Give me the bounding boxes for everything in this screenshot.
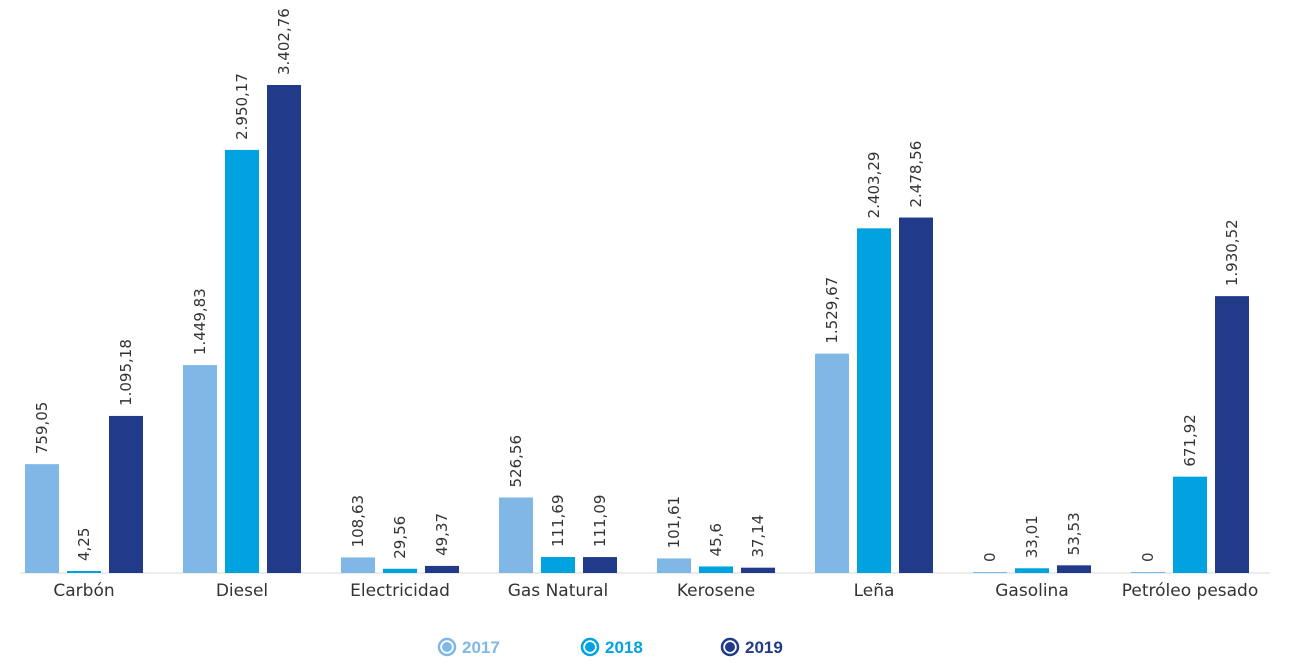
bar-2018-7 — [1173, 477, 1207, 573]
value-label-2019-1: 3.402,76 — [275, 8, 293, 75]
bar-2017-7 — [1131, 572, 1165, 573]
bar-2019-2 — [425, 566, 459, 573]
category-label-6: Gasolina — [995, 581, 1069, 601]
value-label-2019-2: 49,37 — [433, 513, 451, 556]
value-label-2017-1: 1.449,83 — [191, 288, 209, 355]
legend-marker-dot-2017 — [442, 642, 452, 652]
bar-2019-7 — [1215, 296, 1249, 573]
bar-2019-3 — [583, 557, 617, 573]
value-label-2017-6: 0 — [981, 552, 999, 562]
value-label-2017-4: 101,61 — [665, 496, 683, 549]
value-label-2018-4: 45,6 — [707, 523, 725, 556]
value-label-2019-0: 1.095,18 — [117, 339, 135, 406]
bar-2019-0 — [109, 416, 143, 573]
bar-2017-2 — [341, 557, 375, 573]
value-label-2017-0: 759,05 — [33, 402, 51, 455]
category-label-2: Electricidad — [350, 581, 450, 601]
value-label-2019-5: 2.478,56 — [907, 141, 925, 208]
bar-2018-1 — [225, 150, 259, 573]
bar-2018-4 — [699, 566, 733, 573]
legend-label-2018: 2018 — [605, 638, 643, 657]
bar-2019-1 — [267, 85, 301, 573]
bar-2018-5 — [857, 228, 891, 573]
category-label-7: Petróleo pesado — [1122, 581, 1259, 601]
value-label-2018-6: 33,01 — [1023, 515, 1041, 558]
bar-2019-6 — [1057, 565, 1091, 573]
bar-2019-5 — [899, 218, 933, 573]
value-label-2019-7: 1.930,52 — [1223, 219, 1241, 286]
value-label-2019-4: 37,14 — [749, 515, 767, 558]
value-label-2017-5: 1.529,67 — [823, 277, 841, 344]
value-label-2019-6: 53,53 — [1065, 512, 1083, 555]
value-label-2018-7: 671,92 — [1181, 414, 1199, 467]
value-label-2018-0: 4,25 — [75, 528, 93, 561]
bar-2017-1 — [183, 365, 217, 573]
bar-2017-3 — [499, 497, 533, 573]
bar-2018-2 — [383, 569, 417, 573]
bar-2017-4 — [657, 558, 691, 573]
legend-marker-dot-2018 — [585, 642, 595, 652]
bar-2017-0 — [25, 464, 59, 573]
bar-2017-5 — [815, 354, 849, 573]
bar-2018-3 — [541, 557, 575, 573]
category-label-5: Leña — [854, 581, 895, 601]
legend-marker-dot-2019 — [725, 642, 735, 652]
bar-2019-4 — [741, 568, 775, 573]
value-label-2019-3: 111,09 — [591, 495, 609, 548]
legend-label-2019: 2019 — [745, 638, 783, 657]
value-label-2018-3: 111,69 — [549, 494, 567, 547]
value-label-2017-2: 108,63 — [349, 495, 367, 548]
bar-2017-6 — [973, 572, 1007, 573]
bar-2018-6 — [1015, 568, 1049, 573]
category-label-3: Gas Natural — [508, 581, 609, 601]
value-label-2018-5: 2.403,29 — [865, 152, 883, 219]
value-label-2018-2: 29,56 — [391, 516, 409, 559]
legend: 2017 2018 2019 — [439, 638, 783, 657]
value-label-2017-7: 0 — [1139, 552, 1157, 562]
category-label-0: Carbón — [53, 581, 114, 601]
value-label-2018-1: 2.950,17 — [233, 73, 251, 140]
category-labels-group: Carbón Diesel Electricidad Gas Natural Keros… — [53, 581, 1258, 601]
legend-label-2017: 2017 — [462, 638, 500, 657]
category-label-4: Kerosene — [677, 581, 755, 601]
category-label-1: Diesel — [216, 581, 268, 601]
value-label-2017-3: 526,56 — [507, 435, 525, 488]
bar-2018-0 — [67, 571, 101, 573]
